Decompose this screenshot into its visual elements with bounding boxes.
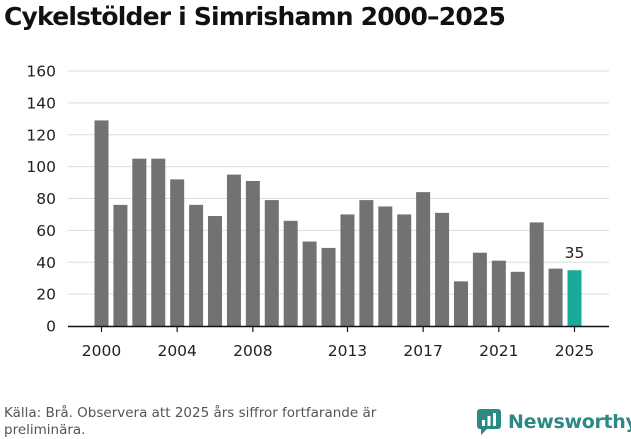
bar-2021	[491, 260, 506, 326]
brand-name: Newsworthy	[508, 411, 631, 433]
bar-2024	[548, 268, 563, 326]
y-tick-label: 100	[26, 158, 56, 176]
y-tick-label: 60	[36, 222, 56, 240]
bar-2018	[435, 212, 450, 326]
bar-2012	[321, 247, 336, 326]
bar-2013	[340, 214, 355, 326]
x-tick-label: 2021	[479, 342, 518, 360]
bar-2019	[453, 281, 468, 326]
y-tick-label: 80	[36, 190, 56, 208]
newsworthy-logo-icon	[477, 409, 501, 435]
x-axis: 2000 2004 2008 2013 2017 2021 2025	[68, 325, 609, 360]
bar-2023	[529, 222, 544, 326]
bar-2025	[567, 270, 582, 326]
data-label-2025: 35	[565, 244, 585, 262]
bar-2020	[472, 252, 487, 326]
x-tick-label: 2017	[403, 342, 442, 360]
bar-2006	[208, 216, 223, 326]
bar-2022	[510, 271, 525, 326]
y-tick-label: 0	[46, 318, 56, 336]
bar-2001	[113, 204, 128, 326]
bar-2004	[170, 179, 185, 326]
bar-2005	[189, 204, 204, 326]
bar-2015	[378, 206, 393, 326]
bar-2008	[245, 180, 260, 326]
y-tick-label: 140	[26, 94, 56, 112]
bar-2000	[94, 120, 109, 326]
bar-2011	[302, 241, 317, 326]
bar-2007	[226, 174, 241, 326]
x-tick-label: 2004	[157, 342, 196, 360]
bar-2016	[397, 214, 412, 326]
bar-2014	[359, 200, 374, 326]
chart-title: Cykelstölder i Simrishamn 2000–2025	[4, 2, 506, 31]
data-labels: 35	[565, 244, 585, 262]
bar-2010	[283, 220, 298, 326]
bar-2002	[132, 158, 147, 326]
y-axis-ticks: 0 20 40 60 80 100 120 140 160	[26, 63, 56, 336]
bar-2017	[416, 192, 431, 326]
y-tick-label: 40	[36, 254, 56, 272]
y-tick-label: 160	[26, 63, 56, 81]
bar-2009	[264, 200, 279, 326]
x-tick-label: 2008	[233, 342, 272, 360]
x-tick-label: 2000	[82, 342, 121, 360]
y-tick-label: 20	[36, 286, 56, 304]
x-tick-label: 2025	[555, 342, 594, 360]
brand-logo[interactable]: Newsworthy	[476, 408, 631, 436]
y-tick-label: 120	[26, 126, 56, 144]
grid-lines	[68, 70, 609, 295]
source-note: Källa: Brå. Observera att 2025 års siffr…	[4, 405, 377, 438]
bar-2003	[151, 158, 166, 326]
x-tick-label: 2013	[328, 342, 367, 360]
bars	[94, 120, 582, 326]
